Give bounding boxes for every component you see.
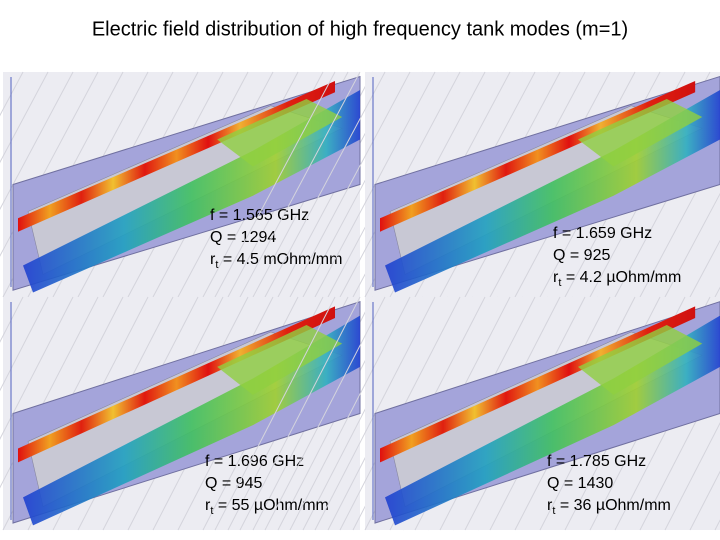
mesh-line bbox=[664, 192, 720, 298]
mesh-line bbox=[0, 296, 24, 343]
simulation-image bbox=[214, 71, 720, 298]
rt-label: rt = 4.2 µOhm/mm bbox=[553, 269, 681, 289]
frequency-label: f = 1.696 GHz bbox=[205, 453, 304, 470]
red-stripe bbox=[18, 81, 336, 232]
mesh-line bbox=[0, 71, 49, 164]
mesh-line bbox=[214, 296, 336, 531]
mesh-line bbox=[264, 71, 386, 298]
simulation-image bbox=[0, 296, 599, 531]
rt-value: = 4.2 µOhm/mm bbox=[561, 269, 681, 286]
frequency-label: f = 1.659 GHz bbox=[553, 225, 652, 242]
rt-subscript: t bbox=[558, 277, 561, 289]
frequency-label: f = 1.565 GHz bbox=[210, 207, 309, 224]
q-label: Q = 1430 bbox=[547, 475, 613, 492]
red-stripe bbox=[380, 81, 696, 232]
mesh-line bbox=[0, 296, 49, 392]
mesh-line bbox=[664, 422, 720, 531]
rt-symbol: r bbox=[553, 269, 559, 286]
rt-label: rt = 36 µOhm/mm bbox=[547, 497, 671, 517]
field-blob bbox=[578, 99, 703, 167]
mesh-line bbox=[264, 296, 386, 531]
mesh-line bbox=[689, 470, 720, 531]
field-blob bbox=[217, 324, 343, 395]
rt-value: = 4.5 mOhm/mm bbox=[218, 251, 342, 268]
simulation-image bbox=[214, 296, 720, 531]
rt-symbol: r bbox=[205, 497, 211, 514]
q-label: Q = 925 bbox=[553, 247, 610, 264]
rt-symbol: r bbox=[210, 251, 216, 268]
mesh-line bbox=[0, 71, 24, 117]
red-stripe bbox=[18, 306, 336, 463]
field-blob bbox=[578, 324, 703, 395]
slide-title: Electric field distribution of high freq… bbox=[92, 18, 628, 40]
mesh-line bbox=[239, 71, 361, 298]
red-stripe bbox=[380, 306, 696, 463]
frequency-label: f = 1.785 GHz bbox=[547, 453, 646, 470]
rt-symbol: r bbox=[547, 497, 553, 514]
rt-value: = 36 µOhm/mm bbox=[555, 497, 670, 514]
field-blob bbox=[217, 99, 343, 167]
mesh-line bbox=[214, 71, 336, 298]
mesh-line bbox=[289, 71, 411, 298]
rt-label: rt = 4.5 mOhm/mm bbox=[210, 251, 342, 271]
mesh-line bbox=[289, 296, 411, 531]
q-label: Q = 945 bbox=[205, 475, 262, 492]
mesh-line bbox=[239, 296, 361, 531]
rt-subscript: t bbox=[552, 505, 555, 517]
rt-subscript: t bbox=[215, 259, 218, 271]
mesh-line bbox=[689, 239, 720, 298]
rt-subscript: t bbox=[210, 505, 213, 517]
q-label: Q = 1294 bbox=[210, 229, 276, 246]
